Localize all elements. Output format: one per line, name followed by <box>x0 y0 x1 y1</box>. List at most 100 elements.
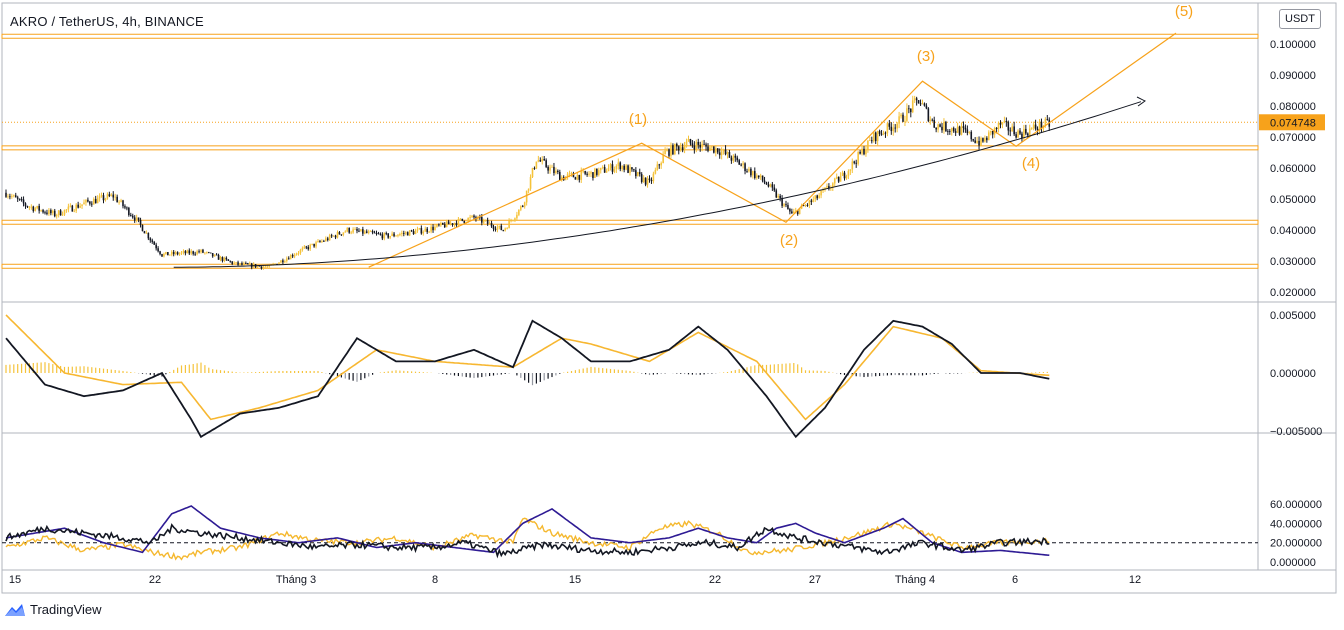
tradingview-brand[interactable]: TradingView <box>4 602 102 617</box>
candle-body <box>426 228 428 232</box>
dmi-tick-label: 0.000000 <box>1270 557 1316 569</box>
candle-body <box>1038 121 1041 131</box>
horizontal-level-3 <box>1 263 1259 269</box>
candle-body <box>496 227 499 230</box>
candle-body <box>180 252 183 254</box>
candle-body <box>1044 119 1047 126</box>
candle-body <box>806 205 809 206</box>
candle-body <box>126 207 128 209</box>
candle-body <box>560 177 563 181</box>
candle-body <box>625 165 627 170</box>
candle-body <box>280 260 282 263</box>
candle-body <box>461 218 464 221</box>
candle-body <box>771 184 774 188</box>
candle-body <box>1003 121 1006 123</box>
candle-body <box>958 126 961 135</box>
candle-body <box>976 140 978 143</box>
candle-body <box>42 210 44 213</box>
candle-body <box>371 231 374 233</box>
candle-body <box>1019 130 1021 134</box>
candle-body <box>231 261 233 264</box>
candle-body <box>98 196 101 199</box>
candle-body <box>804 205 807 207</box>
candle-body <box>459 218 462 220</box>
horizontal-level-1 <box>1 145 1259 151</box>
candle-body <box>988 132 990 141</box>
candle-body <box>791 211 793 214</box>
candle-body <box>169 254 171 256</box>
candle-body <box>120 200 122 202</box>
candle-body <box>481 216 483 223</box>
candle-body <box>707 146 709 151</box>
candle-body <box>301 248 304 250</box>
candle-body <box>241 263 243 265</box>
candle-body <box>184 251 187 254</box>
dmi-tick-label: 60.000000 <box>1270 499 1322 511</box>
candle-body <box>900 114 902 117</box>
candle-body <box>262 266 265 269</box>
candle-body <box>221 257 224 262</box>
candle-body <box>863 148 865 155</box>
candle-body <box>646 178 649 185</box>
candle-body <box>163 253 165 257</box>
candle-body <box>219 257 222 260</box>
candle-body <box>1030 128 1033 129</box>
candle-body <box>18 198 21 200</box>
candle-body <box>761 175 764 181</box>
candle-body <box>802 205 805 207</box>
candle-body <box>467 218 469 223</box>
candle-body <box>814 195 817 200</box>
candle-body <box>1036 128 1039 131</box>
candle-body <box>832 183 834 188</box>
candle-body <box>258 265 261 267</box>
wave-annotations: (1) (2) (3) (4) (5) <box>173 3 1193 268</box>
candle-body <box>547 166 549 171</box>
candle-body <box>48 210 50 214</box>
candle-body <box>818 195 820 199</box>
candle-body <box>521 206 524 208</box>
candle-body <box>670 145 672 156</box>
candle-body <box>638 172 641 175</box>
candle-body <box>63 209 66 215</box>
candle-body <box>46 212 48 214</box>
candle-body <box>775 190 778 198</box>
candle-body <box>947 131 949 132</box>
candle-body <box>695 142 698 150</box>
candle-body <box>463 220 466 223</box>
candle-body <box>736 157 739 161</box>
candle-body <box>430 226 432 232</box>
candle-body <box>919 103 922 105</box>
candle-body <box>432 226 434 231</box>
candle-body <box>750 168 752 176</box>
candle-body <box>672 145 674 155</box>
candle-body <box>227 259 230 261</box>
candle-body <box>757 175 760 178</box>
candle-body <box>167 252 169 256</box>
candle-body <box>401 232 403 235</box>
candle-body <box>835 176 838 179</box>
candle-body <box>77 204 79 208</box>
candle-body <box>510 220 512 222</box>
candle-body <box>319 240 321 242</box>
candle-body <box>668 149 670 156</box>
candle-body <box>55 214 58 217</box>
candle-body <box>264 266 267 268</box>
candle-body <box>740 164 742 166</box>
candle-body <box>211 253 214 257</box>
candle-body <box>135 217 138 221</box>
currency-badge[interactable]: USDT <box>1279 9 1321 29</box>
candle-body <box>580 171 583 180</box>
candle-body <box>787 205 789 210</box>
candle-body <box>145 232 148 234</box>
chart-title: AKRO / TetherUS, 4h, BINANCE <box>10 14 204 29</box>
candle-body <box>754 171 756 179</box>
candle-body <box>34 208 37 211</box>
candle-body <box>204 252 206 254</box>
candle-body <box>209 252 212 254</box>
candle-body <box>22 199 25 204</box>
candle-body <box>278 262 280 265</box>
candle-body <box>687 139 690 142</box>
candle-body <box>190 251 193 254</box>
candle-body <box>923 103 926 106</box>
